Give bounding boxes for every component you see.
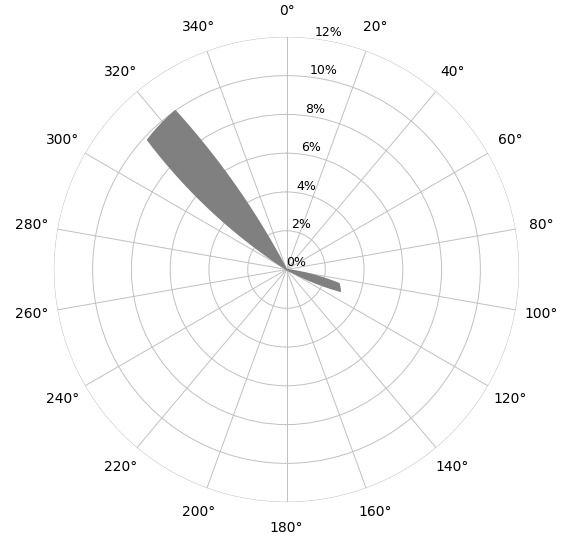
Polygon shape xyxy=(286,270,340,291)
Polygon shape xyxy=(148,110,286,270)
